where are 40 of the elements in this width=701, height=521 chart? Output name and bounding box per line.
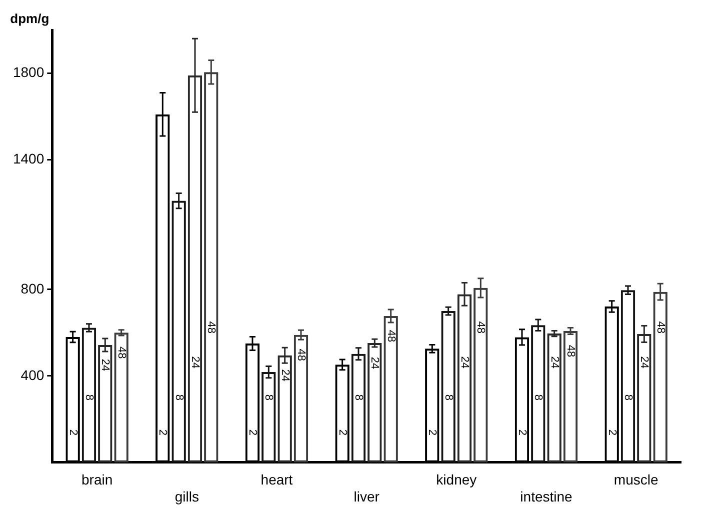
text: 8 [622, 394, 634, 400]
text: 48 [294, 348, 307, 361]
x-tick-label: gills [174, 488, 199, 504]
text: 8 [262, 394, 275, 400]
series-label: 8 [82, 394, 95, 400]
text: 48 [474, 321, 487, 334]
x-tick-label: heart [260, 472, 293, 488]
text: 8 [532, 394, 544, 400]
y-tick-label: 1400 [12, 150, 44, 167]
text: 8 [352, 394, 364, 400]
text: 8 [172, 394, 185, 400]
series-label: 24 [368, 356, 381, 370]
y-tick-label: 400 [20, 366, 44, 383]
x-tick-label: liver [354, 488, 380, 504]
text: 24 [188, 356, 201, 369]
text: 48 [205, 321, 218, 334]
series-label: 48 [654, 321, 666, 334]
text: 2 [66, 429, 79, 436]
x-tick-label: brain [81, 472, 113, 488]
y-tick-label: 1800 [12, 64, 44, 80]
text: 24 [638, 356, 650, 369]
y-axis-title: dpm/g [10, 11, 50, 26]
text: 24 [99, 358, 112, 372]
text: 2 [156, 429, 169, 436]
text: 2 [336, 429, 348, 436]
text: 2 [516, 429, 528, 436]
x-tick-label: kidney [436, 472, 477, 488]
y-tick-label: 800 [20, 280, 44, 296]
text: 24 [278, 369, 291, 382]
text: 24 [548, 356, 560, 369]
text: 8 [442, 394, 454, 400]
text: 48 [564, 344, 576, 358]
x-tick-label: intestine [520, 488, 573, 504]
x-tick-label: muscle [614, 472, 658, 488]
series-label: 2 [426, 429, 438, 436]
text: 48 [384, 330, 397, 342]
text: 48 [115, 346, 128, 359]
text: 2 [246, 429, 258, 436]
text: 24 [458, 356, 470, 369]
text: 2 [606, 429, 618, 436]
